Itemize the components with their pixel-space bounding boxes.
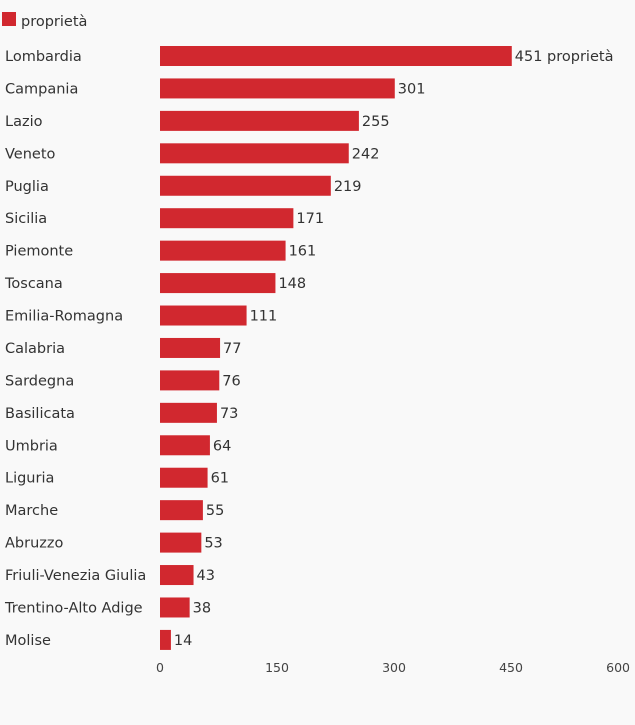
bar — [160, 597, 190, 618]
category-label: Toscana — [4, 276, 63, 292]
bar — [160, 208, 294, 229]
value-label: 43 — [197, 568, 215, 584]
category-label: Marche — [5, 503, 58, 519]
value-label: 219 — [334, 179, 362, 195]
bar — [160, 402, 217, 423]
bar — [160, 435, 210, 456]
x-tick-label: 600 — [606, 660, 630, 675]
bar — [160, 305, 247, 326]
category-label: Calabria — [5, 341, 65, 357]
bar — [160, 532, 202, 553]
value-label: 14 — [174, 633, 192, 649]
x-tick-label: 0 — [156, 660, 164, 675]
value-labels: 451 proprietà 301 255 242 219 171 161 148 111 77 7… — [174, 49, 614, 649]
value-label: 255 — [362, 114, 390, 130]
value-label: 171 — [296, 211, 324, 227]
bar — [160, 467, 208, 488]
category-label: Molise — [5, 633, 51, 649]
bar — [160, 175, 331, 196]
x-axis: 0 150 300 450 600 — [156, 660, 630, 675]
category-label: Lazio — [5, 114, 43, 130]
category-label: Lombardia — [5, 49, 82, 65]
value-label: 148 — [278, 276, 306, 292]
value-label: 55 — [206, 503, 224, 519]
bar — [160, 240, 286, 261]
value-label: 77 — [223, 341, 241, 357]
category-label: Sicilia — [5, 211, 47, 227]
x-tick-label: 150 — [265, 660, 289, 675]
category-label: Umbria — [5, 438, 58, 454]
value-label: 53 — [204, 536, 222, 552]
value-label: 242 — [352, 146, 380, 162]
category-label: Emilia-Romagna — [5, 309, 123, 325]
bar — [160, 500, 203, 521]
bar — [160, 565, 194, 586]
bar — [160, 78, 395, 99]
value-label: 301 — [398, 81, 426, 97]
value-label: 76 — [222, 373, 240, 389]
value-label: 451 proprietà — [515, 49, 614, 65]
bar — [160, 143, 349, 164]
bar — [160, 110, 359, 131]
legend-swatch — [2, 12, 16, 26]
category-label: Friuli-Venezia Giulia — [5, 568, 146, 584]
bar — [160, 46, 512, 66]
bars — [160, 46, 512, 650]
legend: proprietà — [2, 12, 87, 30]
category-label: Puglia — [5, 179, 49, 195]
category-label: Abruzzo — [5, 536, 63, 552]
category-labels: Lombardia Campania Lazio Veneto Puglia Sicili… — [4, 49, 146, 649]
bar — [160, 629, 171, 650]
category-label: Campania — [5, 81, 78, 97]
bar — [160, 337, 221, 358]
category-label: Trentino-Alto Adige — [4, 600, 143, 616]
category-label: Liguria — [5, 471, 54, 487]
category-label: Veneto — [5, 146, 56, 162]
value-label: 111 — [250, 309, 278, 325]
category-label: Piemonte — [5, 244, 73, 260]
bar — [160, 370, 220, 391]
bar — [160, 273, 276, 294]
value-label: 38 — [193, 600, 211, 616]
value-label: 61 — [211, 471, 229, 487]
x-tick-label: 300 — [382, 660, 406, 675]
x-tick-label: 450 — [499, 660, 523, 675]
value-label: 64 — [213, 438, 231, 454]
legend-label: proprietà — [21, 14, 87, 30]
category-label: Sardegna — [5, 373, 74, 389]
value-label: 161 — [289, 244, 317, 260]
value-label: 73 — [220, 406, 238, 422]
category-label: Basilicata — [5, 406, 75, 422]
